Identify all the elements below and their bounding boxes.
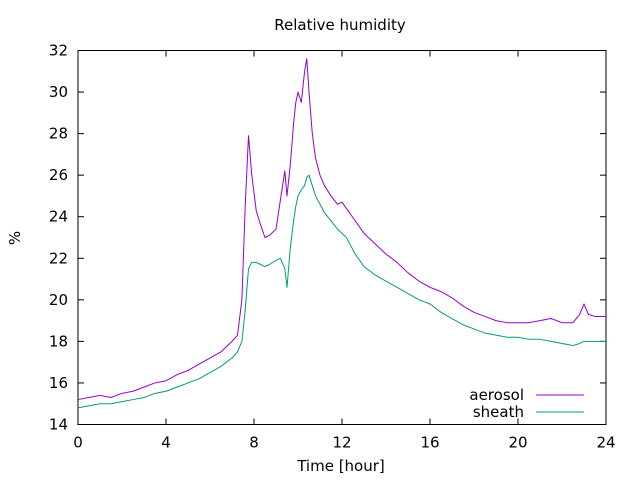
y-tick-label: 14 [49,416,68,434]
y-tick-label: 32 [49,42,68,60]
y-tick-label: 20 [49,291,68,309]
chart-title: Relative humidity [274,16,406,34]
y-tick-label: 30 [49,83,68,101]
x-tick-label: 24 [596,434,615,452]
series-group [77,58,606,409]
x-tick-label: 12 [332,434,351,452]
y-tick-label: 28 [49,125,68,143]
y-tick-label: 18 [49,332,68,350]
plot-frame [77,50,607,425]
x-tick-label: 16 [420,434,439,452]
ticks: 0 4 8 12 16 20 24 14 16 18 20 22 24 26 28 30 32 [49,42,616,452]
x-tick-label: 4 [161,434,171,452]
x-tick-label: 20 [508,434,527,452]
y-tick-label: 26 [49,166,68,184]
x-tick-label: 8 [249,434,259,452]
legend-label-sheath: sheath [473,403,524,421]
series-line-sheath [77,174,606,409]
x-tick-label: 0 [73,434,83,452]
y-tick-label: 16 [49,374,68,392]
y-tick-label: 22 [49,249,68,267]
y-tick-label: 24 [49,208,68,226]
x-axis-label: Time [hour] [296,457,385,475]
legend-label-aerosol: aerosol [469,386,524,404]
y-axis-label: % [6,231,24,245]
series-line-aerosol [77,58,606,401]
